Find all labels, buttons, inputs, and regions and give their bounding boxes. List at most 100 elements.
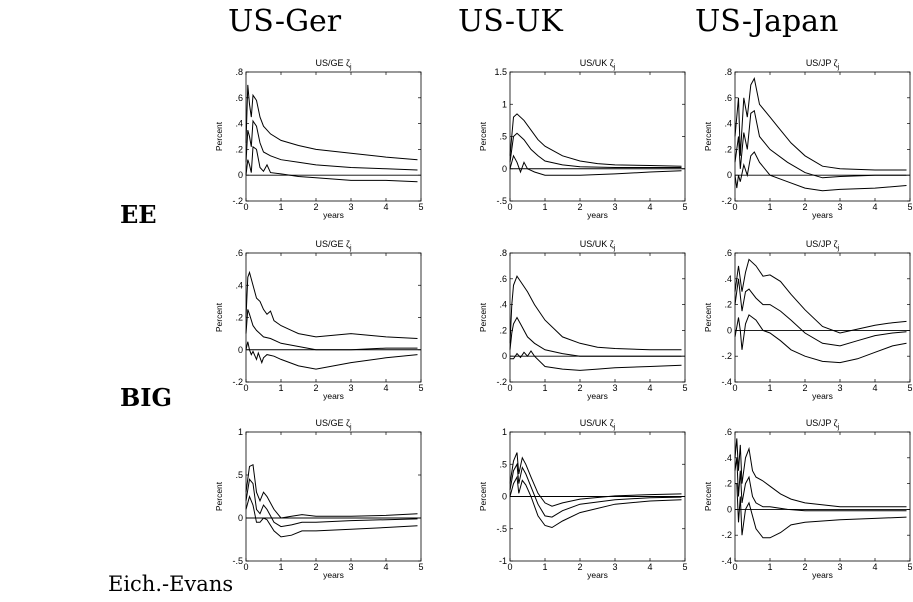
- x-tick-label: 4: [647, 562, 652, 572]
- y-tick-label: -.2: [721, 196, 732, 206]
- panel-title-subscript: j: [349, 245, 352, 252]
- x-tick-label: 0: [507, 562, 512, 572]
- column-title-us-uk: US-UK: [458, 4, 563, 39]
- series-line-2: [510, 350, 682, 371]
- y-tick-label: .4: [499, 300, 507, 310]
- x-tick-label: 5: [418, 202, 423, 212]
- series-line-2: [509, 475, 682, 529]
- x-tick-label: 4: [872, 562, 877, 572]
- series-line-2: [734, 314, 907, 364]
- y-tick-label: -.2: [721, 530, 732, 540]
- series-line-0: [734, 77, 907, 171]
- y-tick-label: -.4: [721, 377, 732, 387]
- y-tick-label: .2: [724, 144, 732, 154]
- x-tick-label: 2: [802, 562, 807, 572]
- x-tick-label: 2: [802, 383, 807, 393]
- panel-title-subscript: j: [613, 245, 616, 252]
- x-tick-label: 1: [767, 202, 772, 212]
- y-axis-label: Percent: [214, 481, 224, 511]
- y-tick-label: -.2: [232, 196, 243, 206]
- panel-title-subscript: j: [613, 64, 616, 71]
- row-label-big: BIG: [120, 383, 173, 412]
- x-tick-label: 3: [348, 202, 353, 212]
- x-tick-label: 2: [313, 383, 318, 393]
- y-axis-label: Percent: [478, 302, 488, 332]
- y-tick-label: .5: [499, 132, 507, 142]
- series-line-1: [509, 462, 682, 518]
- series-line-2: [734, 151, 907, 192]
- series-line-0: [245, 84, 418, 161]
- series-line-1: [509, 316, 682, 357]
- plot-frame: [245, 252, 422, 383]
- y-tick-label: -.2: [232, 377, 243, 387]
- x-tick-label: 5: [418, 383, 423, 393]
- y-tick-label: -.5: [232, 556, 243, 566]
- column-title-us-ger: US-Ger: [228, 4, 342, 39]
- x-tick-label: 0: [243, 202, 248, 212]
- plot-frame: [245, 431, 422, 562]
- x-axis-label: years: [587, 391, 608, 401]
- y-tick-label: .2: [235, 144, 243, 154]
- series-line-1: [509, 132, 682, 168]
- x-tick-label: 5: [682, 202, 687, 212]
- y-tick-label: 0: [502, 492, 507, 502]
- x-tick-label: 1: [278, 383, 283, 393]
- y-axis-label: Percent: [703, 121, 713, 151]
- y-tick-label: .6: [235, 248, 243, 258]
- series-line-1: [734, 278, 907, 347]
- x-tick-label: 5: [907, 383, 912, 393]
- panel-title: US/UK ζj: [580, 58, 616, 71]
- x-tick-label: 4: [647, 202, 652, 212]
- series-line-2: [735, 483, 907, 539]
- y-tick-label: -.4: [721, 556, 732, 566]
- x-axis-label: years: [587, 570, 608, 580]
- y-tick-label: 0: [238, 170, 243, 180]
- y-axis-label: Percent: [478, 121, 488, 151]
- y-tick-label: .6: [499, 274, 507, 284]
- row-label-ee: EE: [120, 200, 157, 229]
- x-tick-label: 5: [907, 202, 912, 212]
- y-tick-label: -.5: [496, 524, 507, 534]
- x-tick-label: 3: [837, 202, 842, 212]
- x-tick-label: 3: [348, 383, 353, 393]
- panel-title-subscript: j: [349, 64, 352, 71]
- x-tick-label: 2: [577, 202, 582, 212]
- y-tick-label: 1.5: [494, 67, 507, 77]
- y-tick-label: -1: [499, 556, 507, 566]
- panel-title-subscript: j: [837, 424, 840, 431]
- y-tick-label: 0: [502, 164, 507, 174]
- x-axis-label: years: [323, 210, 344, 220]
- y-tick-label: 1: [502, 99, 507, 109]
- y-tick-label: .4: [235, 119, 243, 129]
- x-tick-label: 3: [612, 562, 617, 572]
- x-tick-label: 0: [732, 202, 737, 212]
- y-tick-label: .5: [499, 459, 507, 469]
- panel-title: US/JP ζj: [806, 239, 840, 252]
- y-tick-label: .6: [724, 93, 732, 103]
- y-tick-label: .5: [235, 470, 243, 480]
- x-axis-label: years: [587, 210, 608, 220]
- series-line-0: [734, 258, 907, 334]
- y-tick-label: .8: [724, 67, 732, 77]
- panel-title-subscript: j: [613, 424, 616, 431]
- series-line-1: [245, 119, 418, 171]
- x-tick-label: 0: [507, 202, 512, 212]
- series-line-0: [509, 452, 682, 507]
- y-tick-label: .2: [235, 313, 243, 323]
- panel-title: US/GE ζj: [315, 239, 351, 252]
- x-axis-label: years: [812, 570, 833, 580]
- y-tick-label: -.2: [496, 377, 507, 387]
- x-tick-label: 1: [767, 562, 772, 572]
- y-tick-label: .6: [235, 93, 243, 103]
- y-tick-label: .4: [235, 280, 243, 290]
- series-line-2: [245, 145, 418, 183]
- y-tick-label: 0: [727, 170, 732, 180]
- x-tick-label: 3: [837, 562, 842, 572]
- x-tick-label: 4: [647, 383, 652, 393]
- x-tick-label: 4: [872, 202, 877, 212]
